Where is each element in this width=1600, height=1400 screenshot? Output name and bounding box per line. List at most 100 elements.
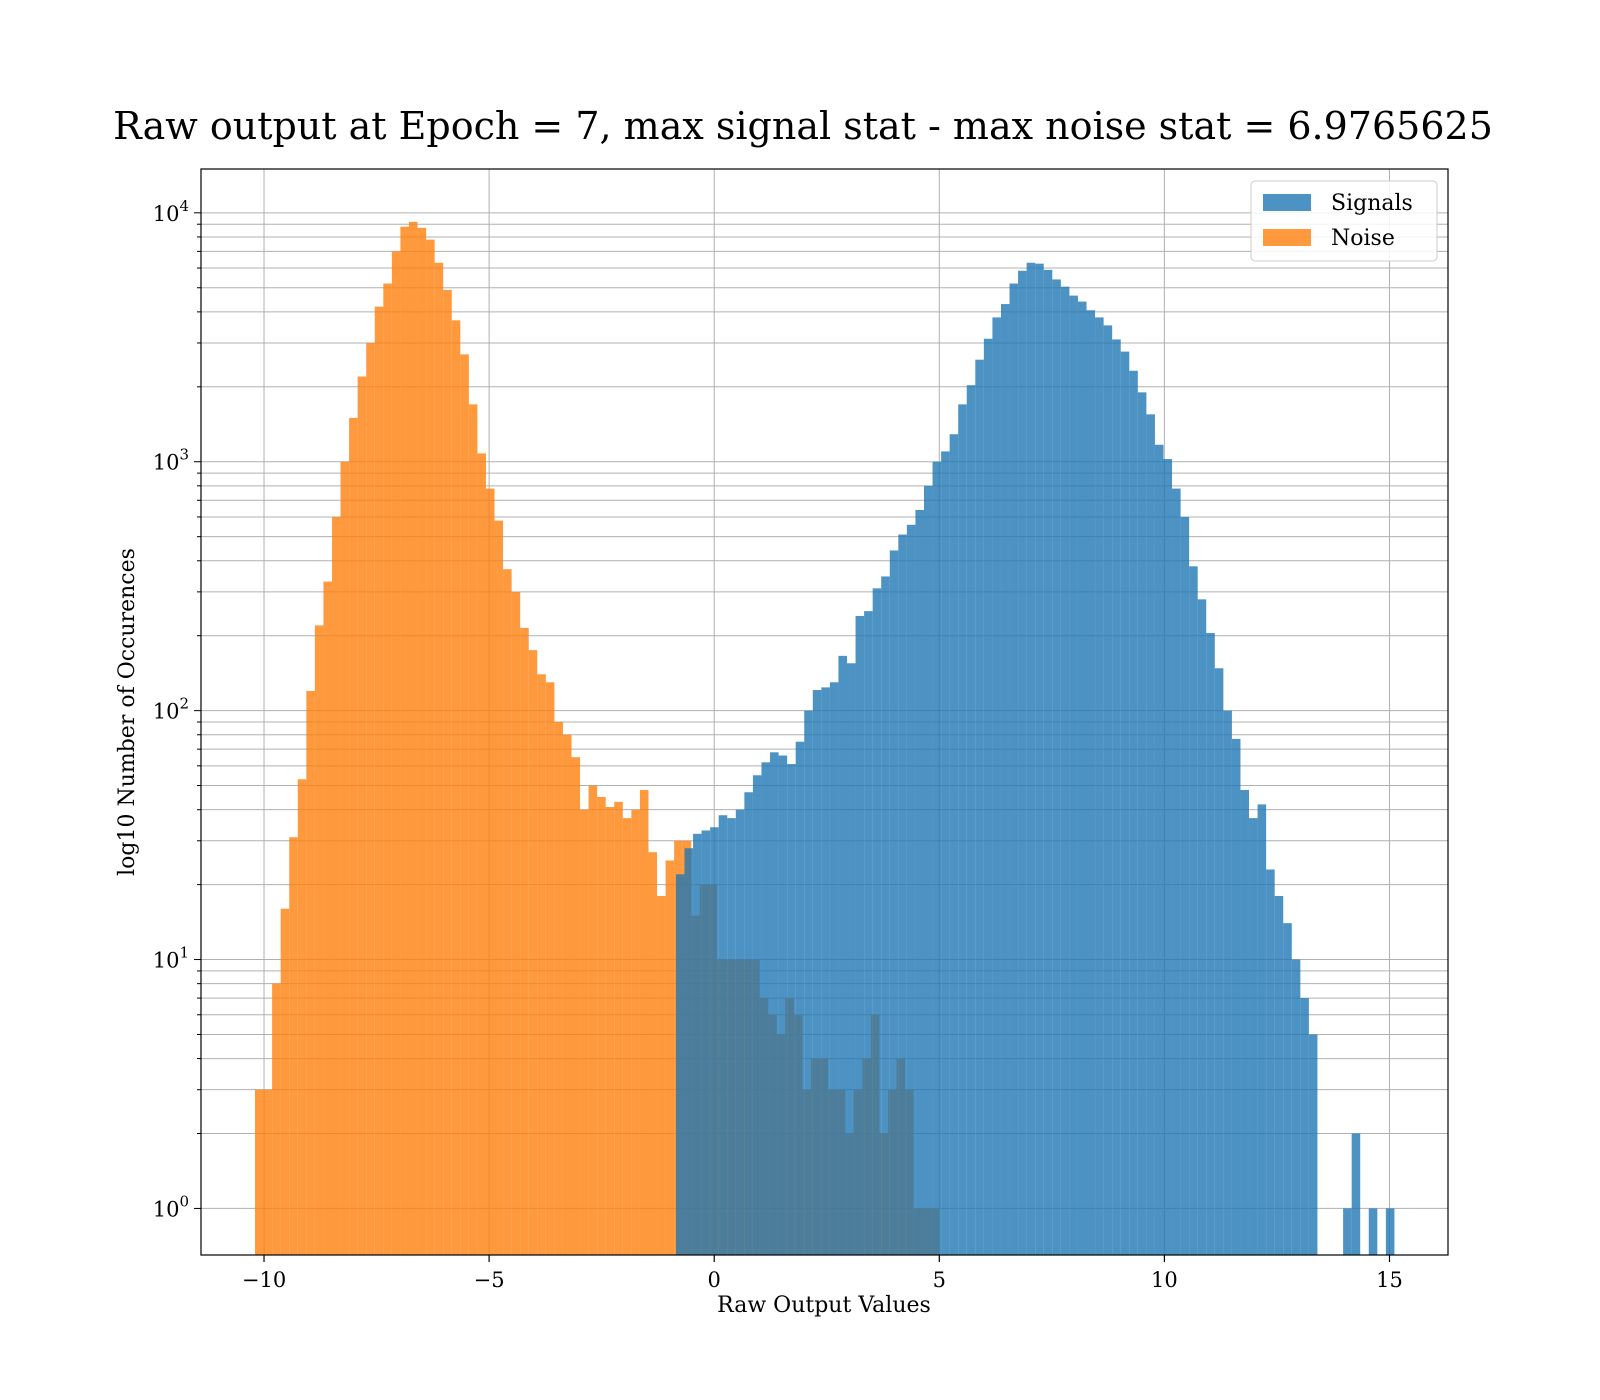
signals-bar — [821, 687, 830, 1255]
signals-bar — [1223, 710, 1232, 1255]
y-tick-label: 101 — [153, 944, 189, 973]
noise-bar — [323, 581, 333, 1255]
chart-title: Raw output at Epoch = 7, max signal stat… — [113, 104, 1493, 148]
signals-bar — [829, 682, 839, 1255]
signals-bar — [804, 710, 813, 1255]
noise-bar — [314, 625, 324, 1255]
signals-bar — [744, 792, 753, 1255]
noise-bar — [614, 801, 623, 1255]
x-tick-label: 5 — [933, 1268, 946, 1292]
signals-bar — [1000, 304, 1010, 1255]
y-tick-label: 100 — [153, 1192, 189, 1221]
noise-bar — [468, 404, 478, 1255]
noise-bar — [391, 251, 401, 1256]
noise-bar — [417, 227, 427, 1255]
y-tick-label: 103 — [153, 446, 189, 475]
signals-bar — [1035, 263, 1044, 1255]
legend: Signals Noise — [1250, 180, 1438, 262]
noise-bar — [426, 239, 435, 1256]
noise-bar — [332, 516, 341, 1255]
noise-bar — [503, 569, 512, 1255]
x-tick-label: 0 — [708, 1268, 721, 1292]
noise-bar — [657, 895, 666, 1255]
signals-bar — [1283, 923, 1292, 1255]
y-tick-label: 104 — [153, 197, 189, 226]
signals-bar — [701, 830, 711, 1255]
y-tick-label: 102 — [153, 695, 189, 724]
signals-bar — [795, 741, 805, 1255]
noise-bar — [349, 417, 358, 1256]
signals-bar — [1214, 668, 1224, 1255]
signals-bar — [727, 818, 736, 1255]
noise-bar — [554, 722, 563, 1255]
signals-bar — [761, 762, 771, 1255]
signals-bar — [1351, 1133, 1361, 1255]
signals-bar — [684, 848, 694, 1255]
noise-bar — [520, 627, 529, 1255]
legend-label-noise: Noise — [1331, 226, 1395, 251]
signals-bar — [693, 833, 702, 1255]
signals-bar — [864, 611, 873, 1255]
noise-bar — [477, 453, 486, 1255]
noise-bar — [622, 818, 632, 1255]
signals-bar — [1043, 269, 1053, 1255]
signals-bar — [1291, 959, 1301, 1255]
signals-bar — [778, 755, 788, 1255]
signals-bar — [812, 690, 822, 1255]
signals-bar — [847, 663, 856, 1255]
signals-bar — [752, 775, 762, 1255]
noise-bar — [255, 1089, 264, 1255]
signals-bar — [718, 815, 728, 1255]
signals-bar — [1308, 1034, 1318, 1255]
signals-bar — [1112, 339, 1121, 1256]
signals-bar — [923, 485, 933, 1256]
signals-bar — [941, 451, 950, 1255]
signals-bar — [1274, 895, 1284, 1255]
signals-bar — [889, 550, 899, 1255]
signals-bar — [1026, 262, 1036, 1255]
noise-bar — [631, 809, 640, 1255]
signals-bar — [983, 338, 993, 1255]
legend-swatch-noise — [1263, 229, 1311, 246]
noise-bar — [306, 690, 315, 1255]
noise-bar — [597, 796, 606, 1255]
signals-bar — [898, 534, 907, 1255]
x-axis-label: Raw Output Values — [717, 1293, 931, 1318]
signals-bar — [992, 317, 1001, 1256]
signals-bar — [1240, 789, 1250, 1255]
x-axis-ticks: −10 −5 0 5 10 15 — [242, 1255, 1403, 1292]
signals-bar — [949, 434, 959, 1255]
noise-bar — [408, 221, 418, 1256]
signals-bar — [1129, 370, 1138, 1255]
x-tick-label: 10 — [1151, 1268, 1178, 1292]
signals-bar — [710, 827, 719, 1255]
signals-bar — [1172, 488, 1181, 1255]
signals-bar — [1077, 301, 1087, 1255]
signals-bar — [881, 576, 890, 1255]
noise-bar — [366, 342, 375, 1255]
y-axis-ticks: 100 101 102 103 104 — [153, 197, 201, 1221]
noise-bar — [571, 757, 581, 1255]
noise-bar — [528, 650, 538, 1255]
signals-bar — [1257, 804, 1267, 1255]
x-tick-label: 15 — [1376, 1268, 1403, 1292]
noise-bar — [400, 226, 409, 1255]
signals-bar — [1385, 1208, 1395, 1255]
noise-bar — [605, 807, 615, 1255]
signals-bar — [975, 359, 984, 1255]
signals-series — [675, 262, 1395, 1256]
signals-bar — [787, 764, 796, 1255]
signals-bar — [1069, 295, 1078, 1255]
noise-bar — [374, 306, 384, 1255]
noise-bar — [297, 779, 307, 1255]
signals-bar — [1146, 414, 1155, 1255]
noise-bar — [434, 262, 444, 1255]
noise-bar — [451, 320, 461, 1255]
noise-bar — [263, 1089, 273, 1255]
signals-bar — [1163, 459, 1173, 1255]
signals-bar — [1154, 444, 1164, 1256]
signals-bar — [855, 615, 865, 1255]
legend-label-signals: Signals — [1331, 191, 1413, 216]
signals-bar — [1197, 599, 1207, 1255]
